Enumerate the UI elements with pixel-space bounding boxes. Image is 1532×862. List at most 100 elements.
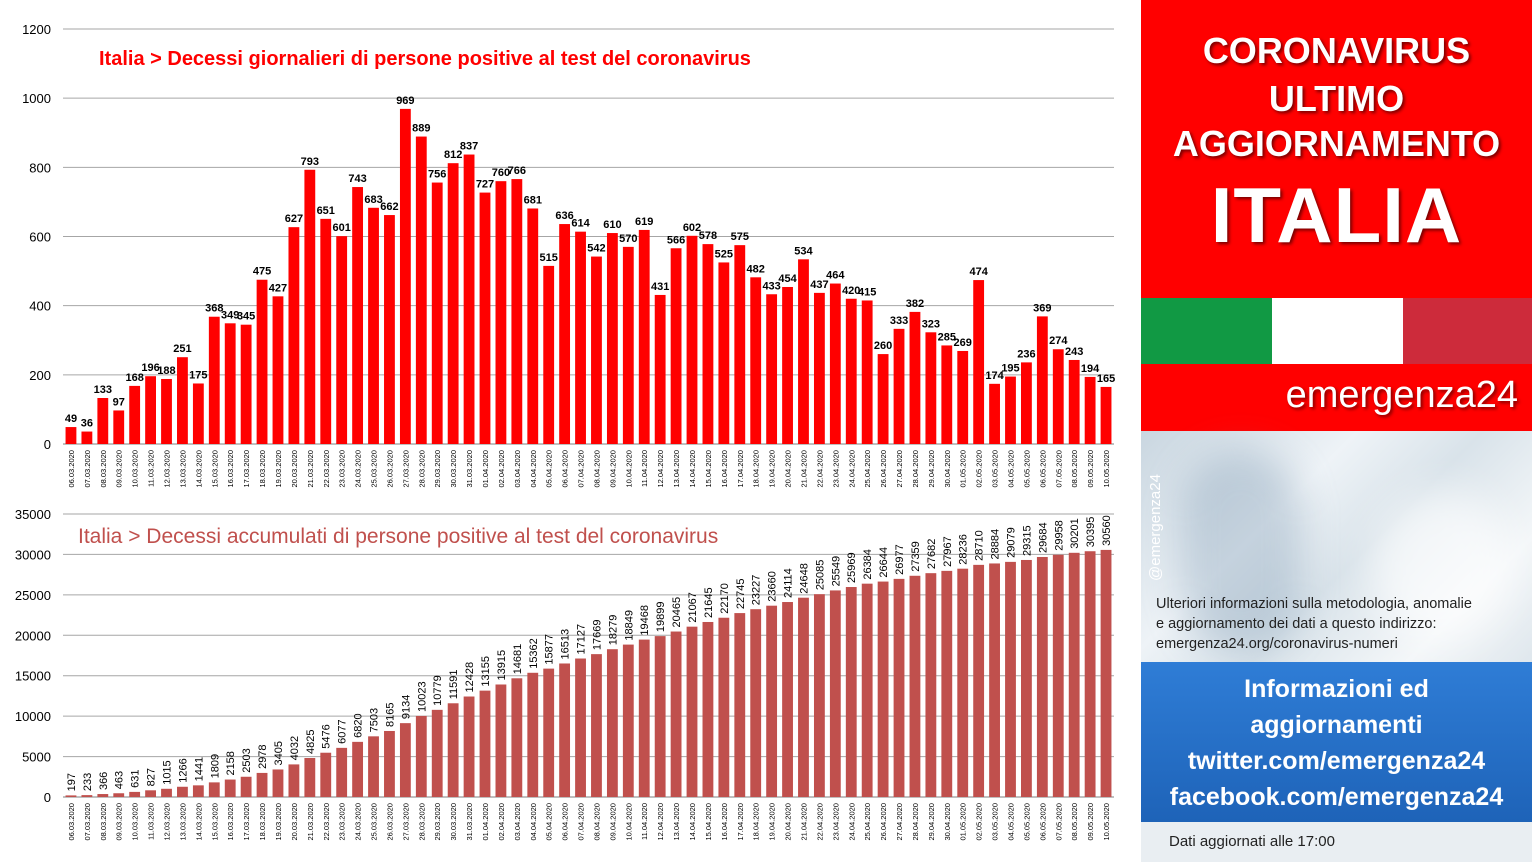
footer-bar: Dati aggiornati alle 17:00	[1141, 822, 1532, 862]
data-label: 165	[1097, 373, 1115, 385]
x-tick-label: 16.04.2020	[720, 803, 729, 841]
x-tick-label: 30.03.2020	[449, 803, 458, 841]
y-tick-label: 1000	[22, 91, 51, 106]
data-label: 19468	[639, 605, 651, 636]
data-label: 274	[1049, 335, 1068, 347]
x-tick-label: 05.04.2020	[545, 803, 554, 841]
data-label: 333	[890, 315, 908, 327]
x-tick-label: 08.04.2020	[592, 450, 601, 488]
x-tick-label: 25.04.2020	[863, 450, 872, 488]
x-tick-label: 04.04.2020	[529, 450, 538, 488]
bar	[288, 764, 300, 797]
data-label: 542	[587, 243, 605, 255]
bar	[1005, 561, 1016, 797]
x-tick-label: 11.03.2020	[147, 803, 156, 840]
data-label: 631	[130, 770, 142, 788]
bar	[1068, 552, 1080, 797]
x-tick-label: 26.04.2020	[879, 450, 888, 488]
bar	[192, 383, 204, 444]
data-label: 13915	[496, 650, 508, 681]
bar	[702, 244, 714, 444]
bar	[829, 283, 841, 444]
data-label: 437	[810, 279, 828, 291]
flag-white-stripe	[1272, 298, 1403, 364]
handle-container: @emergenza24	[1147, 431, 1175, 591]
x-tick-label: 26.03.2020	[385, 803, 394, 841]
bar	[893, 328, 905, 444]
x-tick-label: 29.03.2020	[433, 803, 442, 841]
x-tick-label: 03.04.2020	[513, 803, 522, 841]
bar	[479, 192, 491, 444]
bar	[304, 169, 316, 445]
data-label: 21067	[687, 592, 699, 623]
bar	[65, 427, 77, 444]
data-label: 614	[571, 218, 590, 230]
flag-red-stripe	[1403, 298, 1532, 364]
header-block: CORONAVIRUS ULTIMO AGGIORNAMENTO ITALIA	[1141, 0, 1532, 298]
x-tick-label: 08.05.2020	[1070, 450, 1079, 488]
x-tick-label: 17.04.2020	[736, 803, 745, 841]
bar	[638, 639, 650, 797]
data-label: 188	[157, 365, 175, 377]
bar	[65, 795, 77, 797]
x-tick-label: 01.04.2020	[481, 803, 490, 841]
bar	[272, 769, 284, 797]
x-tick-label: 09.05.2020	[1086, 450, 1095, 488]
bar	[1100, 386, 1112, 444]
bar	[527, 672, 539, 797]
x-tick-label: 22.03.2020	[322, 803, 331, 841]
data-label: 2978	[257, 744, 269, 768]
x-tick-label: 06.05.2020	[1038, 803, 1047, 841]
data-label: 16513	[560, 629, 572, 660]
bar	[1005, 376, 1016, 444]
bar	[1068, 359, 1080, 444]
data-label: 25549	[830, 556, 842, 587]
data-label: 1266	[177, 758, 189, 782]
data-label: 6820	[353, 713, 365, 737]
bar	[1052, 554, 1064, 797]
update-time: Dati aggiornati alle 17:00	[1169, 833, 1335, 850]
bar	[798, 597, 809, 797]
info-link[interactable]: emergenza24.org/coronavirus-numeri	[1156, 636, 1398, 652]
twitter-link[interactable]: twitter.com/emergenza24	[1187, 747, 1486, 775]
country-title: ITALIA	[1210, 171, 1463, 259]
data-label: 97	[113, 396, 125, 408]
facebook-link[interactable]: facebook.com/emergenza24	[1169, 783, 1504, 811]
bar	[622, 644, 634, 797]
bar	[575, 231, 586, 444]
x-tick-label: 20.03.2020	[290, 803, 299, 841]
data-label: 194	[1081, 363, 1100, 375]
y-tick-label: 0	[44, 437, 51, 452]
bar	[113, 793, 125, 797]
x-tick-label: 06.04.2020	[561, 450, 570, 488]
bar	[686, 235, 698, 444]
bar	[129, 791, 141, 797]
data-label: 515	[540, 252, 558, 264]
data-label: 345	[237, 311, 255, 323]
x-tick-label: 24.04.2020	[847, 450, 856, 488]
data-label: 29684	[1037, 522, 1049, 553]
x-tick-label: 14.03.2020	[194, 803, 203, 841]
x-tick-label: 07.03.2020	[83, 450, 92, 488]
x-tick-label: 20.04.2020	[784, 803, 793, 841]
x-tick-label: 12.03.2020	[163, 803, 172, 841]
info-line: Ulteriori informazioni sulla metodologia…	[1156, 596, 1472, 612]
data-label: 474	[969, 266, 988, 278]
data-label: 15362	[528, 638, 540, 669]
bar	[845, 298, 857, 444]
x-tick-label: 07.05.2020	[1054, 450, 1063, 488]
bar	[256, 772, 268, 797]
data-label: 760	[492, 167, 510, 179]
info-panel: CORONAVIRUS ULTIMO AGGIORNAMENTO ITALIA …	[1141, 0, 1532, 862]
x-tick-label: 07.04.2020	[577, 450, 586, 488]
data-label: 196	[141, 362, 159, 374]
x-tick-label: 30.04.2020	[943, 450, 952, 488]
bar	[766, 294, 778, 444]
x-tick-label: 16.04.2020	[720, 450, 729, 488]
bar	[208, 316, 220, 444]
bar	[718, 617, 730, 797]
x-tick-label: 23.04.2020	[831, 803, 840, 841]
y-tick-label: 400	[29, 299, 51, 314]
bar	[686, 626, 698, 797]
x-tick-label: 01.05.2020	[959, 450, 968, 488]
